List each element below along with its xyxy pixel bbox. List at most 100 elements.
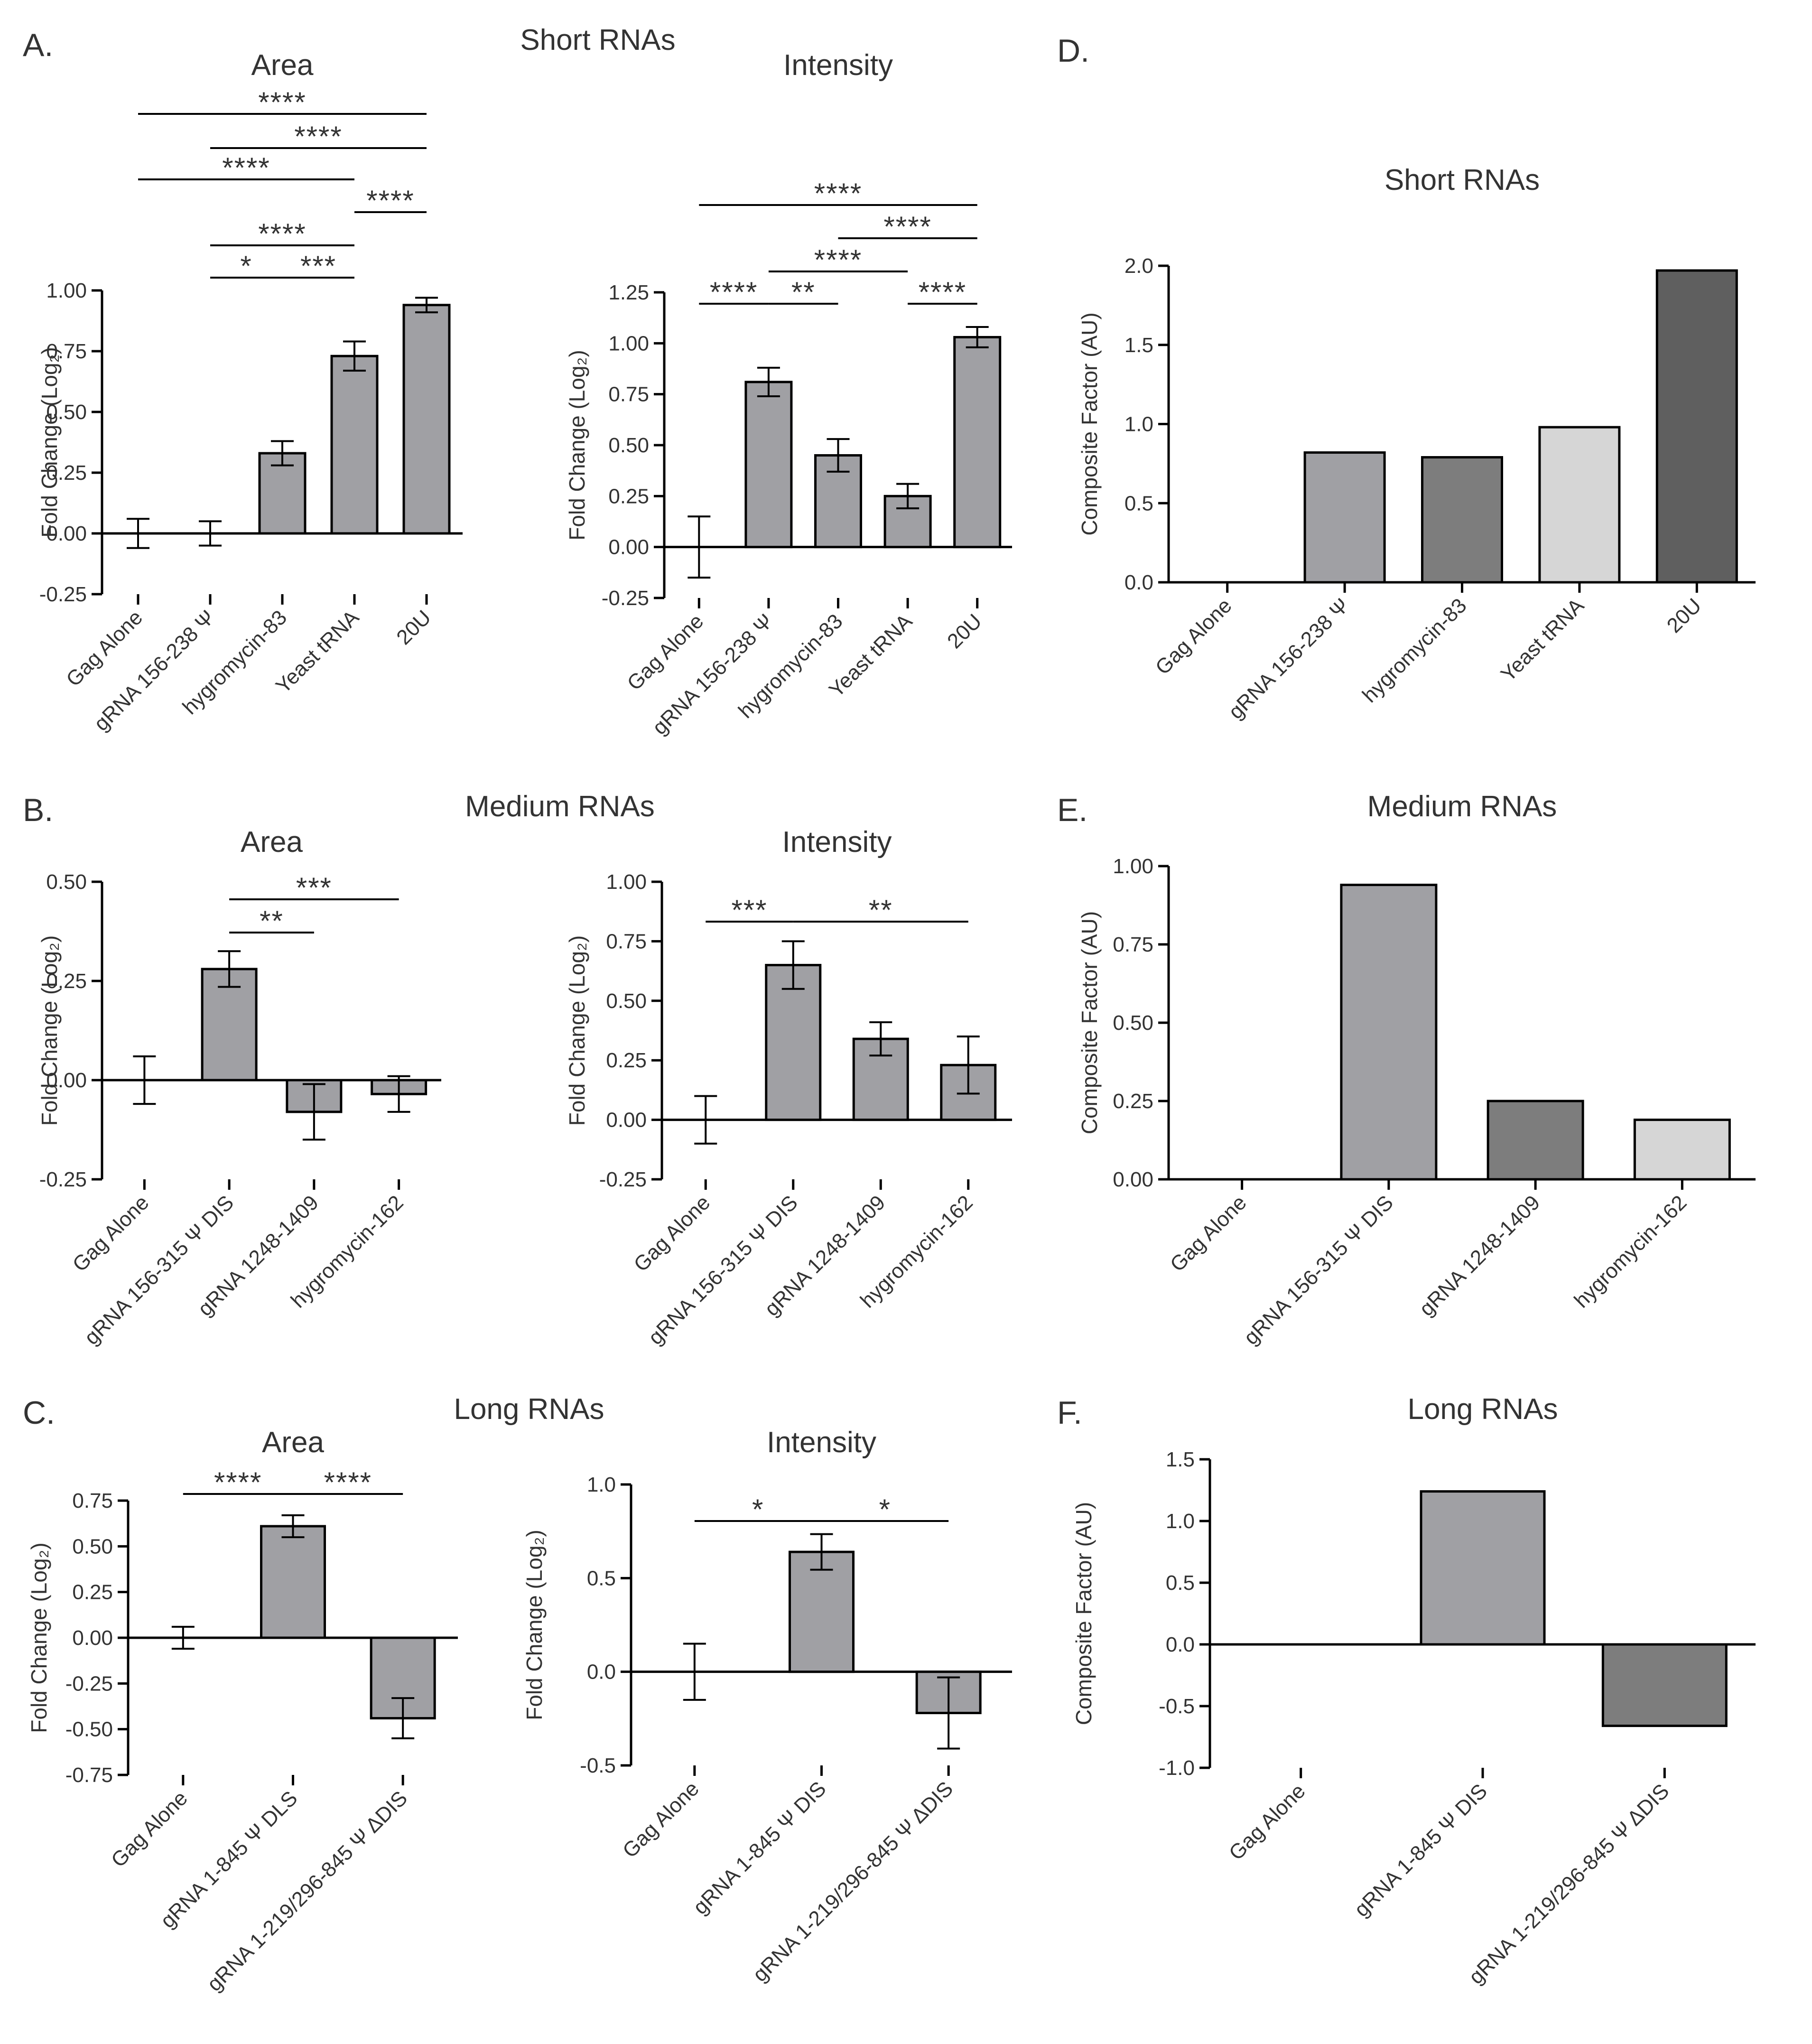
y-tick-label: 0.25 (72, 1581, 113, 1604)
y-axis-label: Composite Factor (AU) (1071, 1502, 1096, 1725)
y-tick-label: 1.00 (608, 332, 649, 355)
chart-title: Area (251, 49, 314, 82)
bar-grna-1-845-dis (789, 1550, 855, 1673)
significance-stars: **** (814, 244, 862, 276)
chart-b-intensity: Intensity 1.00 0.75 0.50 0.25 0.00 -0.25 Fold C… (565, 826, 1012, 1349)
section-title-long: Long RNAs (454, 1393, 604, 1426)
significance-stars: ** (791, 276, 816, 308)
significance-stars: **** (883, 211, 931, 243)
y-tick-label: 0.5 (1166, 1571, 1195, 1595)
x-tick-label-hygromycin-83: hygromycin-83 (1358, 594, 1471, 707)
x-tick-label-grna-1-845-dis: gRNA 1-845 Ψ DIS (688, 1777, 830, 1919)
significance-stars: **** (258, 86, 306, 118)
x-tick-label-grna-1-219-296-845-dis: gRNA 1-219/296-845 Ψ ΔDIS (203, 1786, 412, 1996)
x-tick-label-gag-alone: Gag Alone (107, 1786, 192, 1872)
significance-stars: **** (324, 1466, 372, 1498)
bar-20u (953, 336, 1002, 549)
y-tick-label: -0.25 (39, 583, 87, 606)
y-tick-label: 0.50 (608, 434, 649, 457)
bar-20u (402, 304, 451, 535)
chart-title: Area (262, 1426, 324, 1459)
y-tick-label: 0.25 (608, 485, 649, 508)
y-axis-label: Fold Change (Log₂) (565, 350, 589, 540)
x-tick-label-grna-156-315-dis: gRNA 156-315 Ψ DIS (1239, 1191, 1398, 1349)
y-tick-label: 0.5 (1124, 492, 1153, 515)
y-tick-label: 1.5 (1166, 1448, 1195, 1471)
y-axis-label: Fold Change (Log₂) (27, 1542, 51, 1733)
panel-letter-c: C. (23, 1395, 55, 1431)
x-tick-label-grna-156-315-dis: gRNA 156-315 Ψ DIS (644, 1191, 802, 1349)
y-tick-label: 0.50 (46, 401, 87, 424)
y-tick-label: -0.75 (65, 1764, 113, 1787)
y-tick-label: 0.50 (46, 870, 87, 894)
y-tick-label: 1.00 (1113, 855, 1153, 878)
y-tick-label: -0.25 (39, 1168, 87, 1191)
y-tick-label: 0.00 (1113, 1168, 1153, 1191)
bar-grna-1-845-dls (260, 1525, 326, 1639)
significance-stars: **** (214, 1466, 262, 1498)
significance-stars: **** (294, 121, 342, 152)
chart-title: Medium RNAs (1367, 790, 1557, 823)
y-tick-label: 0.0 (587, 1661, 616, 1684)
bar-grna-1-845-dis (1420, 1490, 1546, 1646)
chart-a-area: Area 1.00 0.75 0.50 0.25 0.00 -0.25 Fold Change… (37, 49, 463, 736)
chart-title: Intensity (782, 826, 892, 859)
significance-stars: * (240, 250, 252, 282)
x-tick-label-grna-1-219-296-845-dis: gRNA 1-219/296-845 Ψ ΔDIS (748, 1777, 957, 1986)
chart-title: Long RNAs (1407, 1393, 1558, 1426)
significance-stars: ** (260, 905, 284, 937)
bar-grna-156-238 (744, 381, 793, 549)
x-tick-label-gag-alone: Gag Alone (1166, 1191, 1251, 1276)
panel-letter-d: D. (1057, 33, 1089, 69)
y-tick-label: 0.25 (46, 970, 87, 993)
y-tick-label: -0.25 (602, 587, 649, 610)
x-tick-label-yeast-trna: Yeast tRNA (1496, 594, 1589, 686)
y-tick-label: 1.0 (1166, 1510, 1195, 1533)
x-tick-label-gag-alone: Gag Alone (618, 1777, 704, 1862)
significance-stars: **** (258, 218, 306, 250)
x-tick-label-grna-1248-1409: gRNA 1248-1409 (1415, 1191, 1544, 1320)
x-tick-label-grna-156-315-dis: gRNA 156-315 Ψ DIS (80, 1191, 238, 1349)
y-axis-label: Fold Change (Log₂) (565, 935, 589, 1126)
bar-grna-1-219-296-845-dis (1601, 1643, 1728, 1727)
y-tick-label: 0.0 (1166, 1633, 1195, 1656)
significance-stars: **** (814, 177, 862, 209)
significance-stars: * (879, 1493, 891, 1525)
bar-hygromycin-83 (1421, 456, 1503, 584)
x-tick-label-gag-alone: Gag Alone (629, 1191, 715, 1276)
y-tick-label: 0.50 (606, 989, 647, 1013)
x-tick-label-grna-1-845-dis: gRNA 1-845 Ψ DIS (1350, 1779, 1492, 1921)
chart-f-composite: Long RNAs 1.5 1.0 0.5 0.0 -0.5 -1.0 Composite F… (1071, 1393, 1756, 1989)
y-tick-label: 1.25 (608, 281, 649, 304)
chart-e-composite: Medium RNAs 1.00 0.75 0.50 0.25 0.00 Composite… (1077, 790, 1756, 1349)
y-tick-label: 0.25 (606, 1049, 647, 1072)
bar-20u (1655, 269, 1738, 584)
x-tick-label-grna-156-238: gRNA 156-238 Ψ (90, 606, 219, 735)
panel-letter-a: A. (23, 27, 53, 63)
y-tick-label: 0.50 (72, 1535, 113, 1558)
chart-b-area: Area 0.50 0.25 0.00 -0.25 Fold Change (Log₂) G… (37, 826, 441, 1349)
y-tick-label: 1.5 (1124, 334, 1153, 357)
y-tick-label: 0.0 (1124, 571, 1153, 594)
significance-stars: ** (869, 894, 893, 926)
y-tick-label: 1.0 (587, 1473, 616, 1496)
panel-letter-e: E. (1057, 792, 1087, 828)
y-tick-label: 0.50 (1113, 1011, 1153, 1035)
bar-hygromycin-162 (1633, 1119, 1731, 1181)
y-tick-label: 1.00 (606, 870, 647, 894)
significance-stars: * (752, 1493, 764, 1525)
y-tick-label: -0.25 (599, 1168, 647, 1191)
panel-letter-f: F. (1057, 1395, 1082, 1431)
x-tick-label-grna-156-238: gRNA 156-238 Ψ (648, 609, 778, 739)
y-tick-label: 1.00 (46, 279, 87, 302)
y-tick-label: 0.75 (46, 340, 87, 363)
bar-grna-156-238 (1303, 451, 1386, 584)
y-tick-label: 2.0 (1124, 254, 1153, 278)
x-tick-label-20u: 20U (943, 609, 986, 653)
x-tick-label-hygromycin-162: hygromycin-162 (1570, 1191, 1691, 1312)
bar-yeast-trna (1538, 426, 1621, 584)
x-tick-label-gag-alone: Gag Alone (1225, 1779, 1310, 1865)
chart-c-area: Area 0.75 0.50 0.25 0.00 -0.25 -0.50 -0.75 Fold … (27, 1426, 458, 1996)
x-tick-label-gag-alone: Gag Alone (1151, 594, 1236, 679)
